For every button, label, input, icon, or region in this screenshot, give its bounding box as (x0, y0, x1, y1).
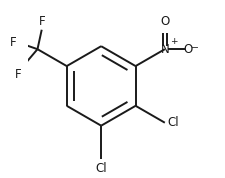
Text: F: F (9, 36, 16, 49)
Text: F: F (15, 68, 21, 81)
Text: N: N (160, 43, 169, 56)
Text: −: − (191, 42, 198, 51)
Text: Cl: Cl (95, 162, 106, 175)
Text: +: + (169, 37, 177, 46)
Text: Cl: Cl (167, 116, 178, 129)
Text: O: O (160, 15, 169, 28)
Text: F: F (38, 15, 45, 28)
Text: O: O (182, 43, 191, 56)
